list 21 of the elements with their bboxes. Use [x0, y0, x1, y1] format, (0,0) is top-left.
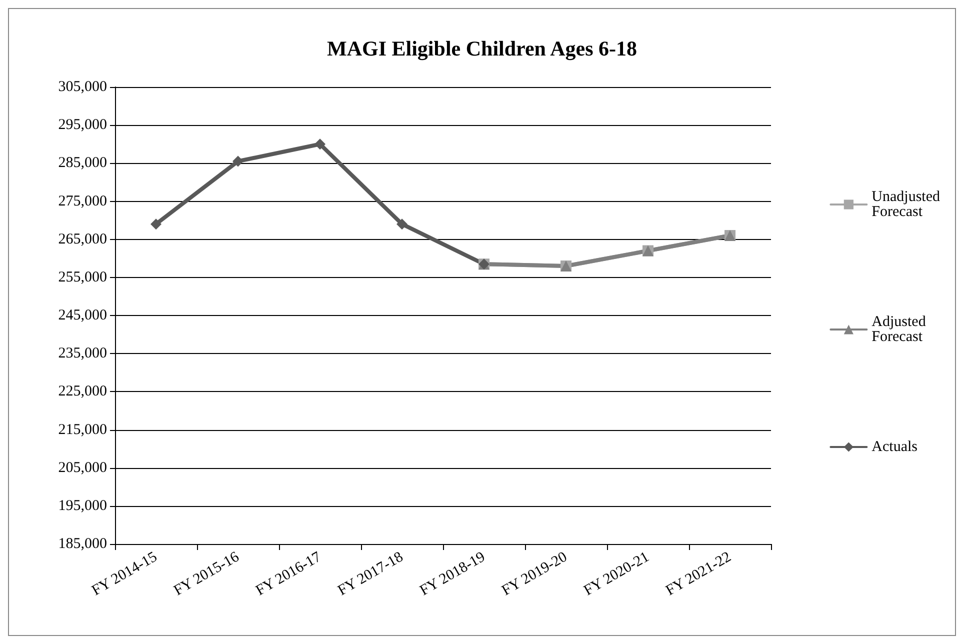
y-tick-label: 265,000	[58, 231, 107, 248]
y-tick-label: 255,000	[58, 269, 107, 286]
chart-title: MAGI Eligible Children Ages 6-18	[327, 36, 637, 60]
y-tick-label: 285,000	[58, 155, 107, 172]
point	[232, 156, 244, 167]
y-tick-label: 195,000	[58, 498, 107, 514]
y-tick-label: 225,000	[58, 384, 107, 400]
y-tick-label: 245,000	[58, 308, 107, 324]
point	[150, 218, 162, 230]
y-tick-label: 205,000	[58, 460, 107, 476]
point	[396, 218, 408, 230]
y-tick-label: 305,000	[58, 79, 107, 95]
point	[314, 138, 326, 150]
y-tick-label: 295,000	[58, 117, 107, 134]
legend-label: Unadjusted Forecast	[872, 189, 940, 220]
y-tick-label: 215,000	[58, 422, 107, 438]
legend-label: Actuals	[872, 439, 918, 455]
y-tick-label: 235,000	[58, 346, 107, 362]
legend-label: Adjusted Forecast	[872, 314, 926, 345]
y-tick-label: 275,000	[58, 193, 107, 210]
y-tick-label: 185,000	[58, 536, 107, 552]
